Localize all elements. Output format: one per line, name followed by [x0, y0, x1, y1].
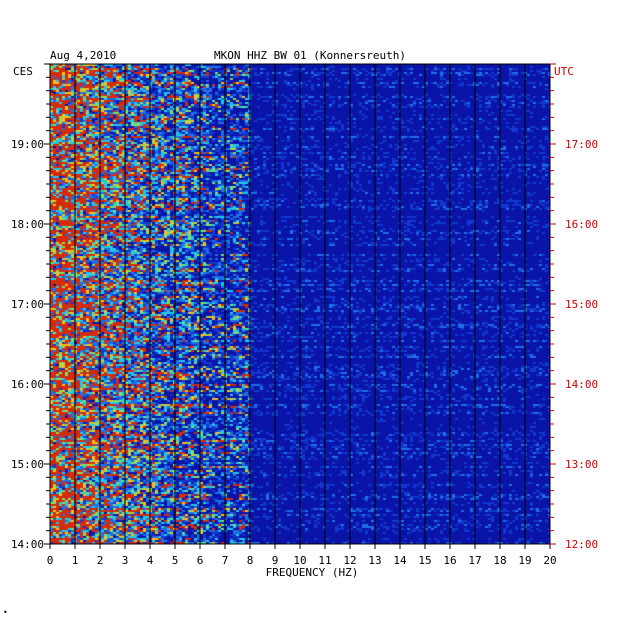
x-tick-label: 1 — [72, 554, 79, 567]
x-axis-title: FREQUENCY (HZ) — [266, 566, 359, 579]
y-right-tick-label: 14:00 — [565, 378, 598, 391]
y-left-tick-label: 17:00 — [11, 298, 44, 311]
x-tick-label: 8 — [247, 554, 254, 567]
x-tick-label: 15 — [418, 554, 431, 567]
y-left-tick-label: 14:00 — [11, 538, 44, 551]
x-tick-label: 5 — [172, 554, 179, 567]
chart-date: Aug 4,2010 — [50, 49, 116, 62]
x-tick-label: 14 — [393, 554, 407, 567]
x-tick-label: 20 — [543, 554, 556, 567]
y-right-tick-label: 15:00 — [565, 298, 598, 311]
left-zone-label: CES — [13, 65, 33, 78]
x-tick-label: 2 — [97, 554, 104, 567]
y-left-tick-label: 16:00 — [11, 378, 44, 391]
y-right-tick-label: 17:00 — [565, 138, 598, 151]
chart-title: MKON HHZ BW 01 (Konnersreuth) — [214, 49, 406, 62]
spectrogram-plot — [49, 63, 551, 545]
x-tick-label: 11 — [318, 554, 331, 567]
y-left-tick-label: 15:00 — [11, 458, 44, 471]
x-tick-label: 4 — [147, 554, 154, 567]
y-right-tick-label: 13:00 — [565, 458, 598, 471]
y-left-tick-label: 18:00 — [11, 218, 44, 231]
x-tick-label: 19 — [518, 554, 531, 567]
x-axis: 0 1 2 3 4 5 6 7 8 9 10 11 12 13 14 15 16 17 18 19 20 — [47, 544, 557, 567]
y-right-tick-label: 12:00 — [565, 538, 598, 551]
x-tick-label: 3 — [122, 554, 129, 567]
x-tick-label: 13 — [368, 554, 381, 567]
footer-mark: • — [3, 608, 8, 617]
x-tick-label: 7 — [222, 554, 229, 567]
right-zone-label: UTC — [554, 65, 574, 78]
x-tick-label: 0 — [47, 554, 54, 567]
y-axis-right: 12:00 13:00 14:00 15:00 16:00 17:00 — [550, 63, 598, 551]
y-right-tick-label: 16:00 — [565, 218, 598, 231]
x-tick-label: 16 — [443, 554, 456, 567]
y-left-tick-label: 19:00 — [11, 138, 44, 151]
x-tick-label: 6 — [197, 554, 204, 567]
x-tick-label: 18 — [493, 554, 506, 567]
x-tick-label: 10 — [293, 554, 306, 567]
x-tick-label: 12 — [343, 554, 356, 567]
y-axis-left: 14:00 15:00 16:00 17:00 18:00 19:00 — [11, 63, 50, 551]
x-tick-label: 9 — [272, 554, 279, 567]
x-tick-label: 17 — [468, 554, 481, 567]
